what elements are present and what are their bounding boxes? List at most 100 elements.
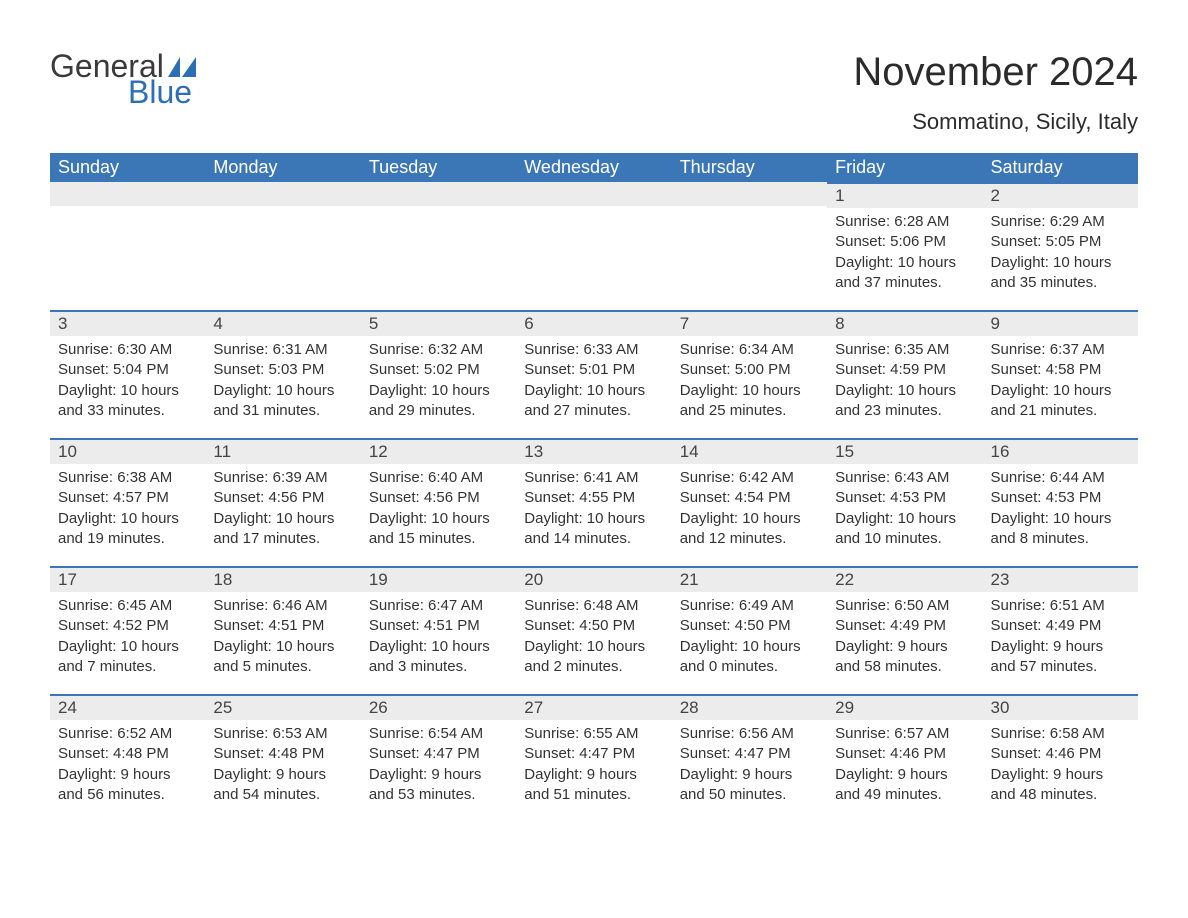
day-number: 26 [361, 694, 516, 720]
day-number: 29 [827, 694, 982, 720]
day-number: 4 [205, 310, 360, 336]
sunset-text: Sunset: 4:47 PM [524, 744, 663, 764]
calendar-day-cell [672, 182, 827, 310]
sunset-text: Sunset: 5:03 PM [213, 360, 352, 380]
sunrise-text: Sunrise: 6:49 AM [680, 596, 819, 616]
day-details: Sunrise: 6:51 AMSunset: 4:49 PMDaylight:… [983, 592, 1138, 683]
sunrise-text: Sunrise: 6:33 AM [524, 340, 663, 360]
calendar-week-row: 17Sunrise: 6:45 AMSunset: 4:52 PMDayligh… [50, 566, 1138, 694]
calendar-table: Sunday Monday Tuesday Wednesday Thursday… [50, 153, 1138, 822]
calendar-day-cell: 22 Sunrise: 6:50 AMSunset: 4:49 PMDayligh… [827, 566, 982, 694]
day-number: 6 [516, 310, 671, 336]
sunset-text: Sunset: 5:01 PM [524, 360, 663, 380]
sunset-text: Sunset: 4:51 PM [213, 616, 352, 636]
empty-day [361, 182, 516, 206]
sunrise-text: Sunrise: 6:57 AM [835, 724, 974, 744]
calendar-week-row: 24Sunrise: 6:52 AMSunset: 4:48 PMDayligh… [50, 694, 1138, 822]
day-number: 1 [827, 182, 982, 208]
calendar-day-cell [516, 182, 671, 310]
day-details: Sunrise: 6:35 AMSunset: 4:59 PMDaylight:… [827, 336, 982, 427]
sunrise-text: Sunrise: 6:42 AM [680, 468, 819, 488]
sunrise-text: Sunrise: 6:51 AM [991, 596, 1130, 616]
daylight-text: Daylight: 10 hours and 31 minutes. [213, 381, 352, 422]
weekday-header: Tuesday [361, 153, 516, 182]
sunset-text: Sunset: 4:49 PM [835, 616, 974, 636]
sunset-text: Sunset: 4:57 PM [58, 488, 197, 508]
calendar-day-cell [50, 182, 205, 310]
daylight-text: Daylight: 10 hours and 2 minutes. [524, 637, 663, 678]
calendar-day-cell: 27Sunrise: 6:55 AMSunset: 4:47 PMDayligh… [516, 694, 671, 822]
daylight-text: Daylight: 10 hours and 12 minutes. [680, 509, 819, 550]
daylight-text: Daylight: 9 hours and 53 minutes. [369, 765, 508, 806]
sunrise-text: Sunrise: 6:56 AM [680, 724, 819, 744]
sunset-text: Sunset: 4:47 PM [680, 744, 819, 764]
sunrise-text: Sunrise: 6:54 AM [369, 724, 508, 744]
sunrise-text: Sunrise: 6:40 AM [369, 468, 508, 488]
sunrise-text: Sunrise: 6:45 AM [58, 596, 197, 616]
sunrise-text: Sunrise: 6:50 AM [835, 596, 974, 616]
daylight-text: Daylight: 10 hours and 25 minutes. [680, 381, 819, 422]
day-number: 24 [50, 694, 205, 720]
sunset-text: Sunset: 4:50 PM [680, 616, 819, 636]
daylight-text: Daylight: 10 hours and 10 minutes. [835, 509, 974, 550]
sunrise-text: Sunrise: 6:48 AM [524, 596, 663, 616]
daylight-text: Daylight: 10 hours and 35 minutes. [991, 253, 1130, 294]
sunset-text: Sunset: 5:04 PM [58, 360, 197, 380]
daylight-text: Daylight: 10 hours and 5 minutes. [213, 637, 352, 678]
sunset-text: Sunset: 4:47 PM [369, 744, 508, 764]
day-number: 20 [516, 566, 671, 592]
day-details: Sunrise: 6:52 AMSunset: 4:48 PMDaylight:… [50, 720, 205, 811]
daylight-text: Daylight: 10 hours and 21 minutes. [991, 381, 1130, 422]
sunrise-text: Sunrise: 6:39 AM [213, 468, 352, 488]
sunrise-text: Sunrise: 6:43 AM [835, 468, 974, 488]
daylight-text: Daylight: 10 hours and 17 minutes. [213, 509, 352, 550]
calendar-day-cell: 26 Sunrise: 6:54 AMSunset: 4:47 PMDayligh… [361, 694, 516, 822]
sunrise-text: Sunrise: 6:58 AM [991, 724, 1130, 744]
sunset-text: Sunset: 5:02 PM [369, 360, 508, 380]
day-details: Sunrise: 6:28 AMSunset: 5:06 PMDaylight:… [827, 208, 982, 299]
day-number: 15 [827, 438, 982, 464]
calendar-day-cell [205, 182, 360, 310]
calendar-day-cell: 24Sunrise: 6:52 AMSunset: 4:48 PMDayligh… [50, 694, 205, 822]
day-details: Sunrise: 6:39 AMSunset: 4:56 PMDaylight:… [205, 464, 360, 555]
day-details: Sunrise: 6:44 AMSunset: 4:53 PMDaylight:… [983, 464, 1138, 555]
sunset-text: Sunset: 4:46 PM [835, 744, 974, 764]
empty-day [516, 182, 671, 206]
calendar-week-row: 3Sunrise: 6:30 AMSunset: 5:04 PMDaylight… [50, 310, 1138, 438]
sunrise-text: Sunrise: 6:41 AM [524, 468, 663, 488]
day-details: Sunrise: 6:55 AMSunset: 4:47 PMDaylight:… [516, 720, 671, 811]
day-details: Sunrise: 6:48 AMSunset: 4:50 PMDaylight:… [516, 592, 671, 683]
calendar-page: General Blue November 2024 Sommatino, Si… [0, 0, 1188, 862]
empty-day [672, 182, 827, 206]
weekday-header: Monday [205, 153, 360, 182]
calendar-day-cell: 3Sunrise: 6:30 AMSunset: 5:04 PMDaylight… [50, 310, 205, 438]
day-details: Sunrise: 6:40 AMSunset: 4:56 PMDaylight:… [361, 464, 516, 555]
day-details: Sunrise: 6:53 AMSunset: 4:48 PMDaylight:… [205, 720, 360, 811]
calendar-week-row: 1Sunrise: 6:28 AMSunset: 5:06 PMDaylight… [50, 182, 1138, 310]
sunset-text: Sunset: 4:53 PM [991, 488, 1130, 508]
calendar-day-cell: 5Sunrise: 6:32 AMSunset: 5:02 PMDaylight… [361, 310, 516, 438]
calendar-day-cell: 13Sunrise: 6:41 AMSunset: 4:55 PMDayligh… [516, 438, 671, 566]
daylight-text: Daylight: 10 hours and 8 minutes. [991, 509, 1130, 550]
day-number: 3 [50, 310, 205, 336]
day-details: Sunrise: 6:42 AMSunset: 4:54 PMDaylight:… [672, 464, 827, 555]
sunset-text: Sunset: 4:46 PM [991, 744, 1130, 764]
brand-word-2: Blue [128, 76, 196, 108]
calendar-day-cell: 28Sunrise: 6:56 AMSunset: 4:47 PMDayligh… [672, 694, 827, 822]
day-number: 9 [983, 310, 1138, 336]
daylight-text: Daylight: 9 hours and 58 minutes. [835, 637, 974, 678]
sunset-text: Sunset: 4:51 PM [369, 616, 508, 636]
day-number: 12 [361, 438, 516, 464]
day-details: Sunrise: 6:49 AMSunset: 4:50 PMDaylight:… [672, 592, 827, 683]
daylight-text: Daylight: 10 hours and 15 minutes. [369, 509, 508, 550]
calendar-day-cell: 15 Sunrise: 6:43 AMSunset: 4:53 PMDayligh… [827, 438, 982, 566]
daylight-text: Daylight: 9 hours and 51 minutes. [524, 765, 663, 806]
day-number: 27 [516, 694, 671, 720]
sunrise-text: Sunrise: 6:52 AM [58, 724, 197, 744]
page-header: General Blue November 2024 Sommatino, Si… [50, 50, 1138, 135]
empty-day [50, 182, 205, 206]
day-number: 22 [827, 566, 982, 592]
month-title: November 2024 [853, 50, 1138, 95]
sunset-text: Sunset: 4:53 PM [835, 488, 974, 508]
calendar-day-cell: 25Sunrise: 6:53 AMSunset: 4:48 PMDayligh… [205, 694, 360, 822]
